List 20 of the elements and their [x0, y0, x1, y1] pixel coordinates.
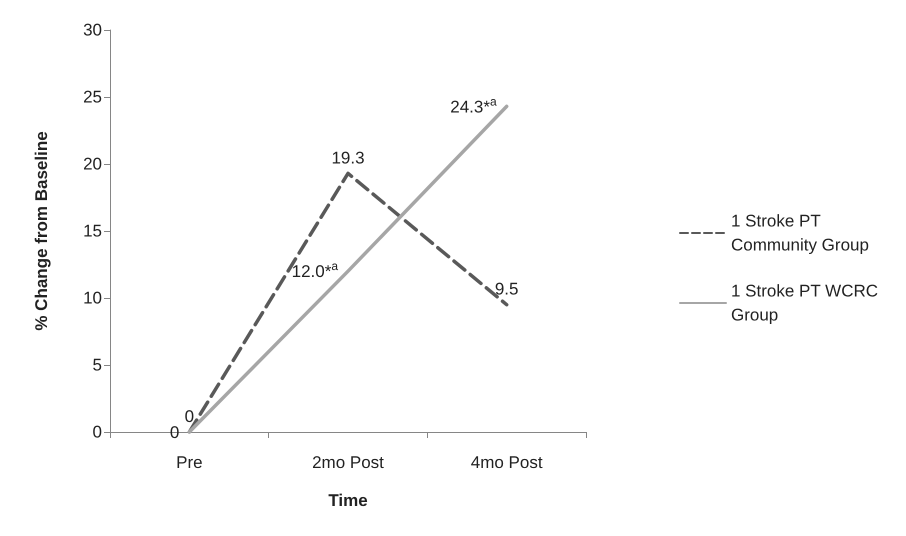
data-label: 19.3 [331, 148, 365, 168]
y-tick-label: 30 [83, 20, 102, 40]
x-tick-label: 4mo Post [470, 453, 543, 472]
y-tick-label: 15 [83, 222, 102, 240]
y-tick-label: 5 [92, 356, 102, 374]
data-label: 0 [170, 423, 180, 442]
y-tick-label: 25 [83, 88, 102, 106]
y-tick-label: 20 [83, 154, 102, 174]
y-tick-label: 0 [92, 422, 102, 442]
x-tick-label: 2mo Post [312, 453, 384, 472]
y-axis-title: % Change from Baseline [32, 131, 51, 331]
y-tick-label: 10 [83, 288, 102, 308]
legend-label: 1 Stroke PT Community Group [731, 212, 869, 254]
data-label: 24.3*$^{a}$ [450, 94, 497, 116]
x-tick-label: Pre [176, 453, 203, 472]
data-label: 0 [184, 407, 194, 426]
x-axis-title: Time [328, 491, 368, 510]
data-label: 9.5 [494, 280, 518, 299]
legend-label: 1 Stroke PT WCRC Group [731, 282, 883, 324]
data-label: 12.0*$^{a}$ [292, 259, 338, 282]
